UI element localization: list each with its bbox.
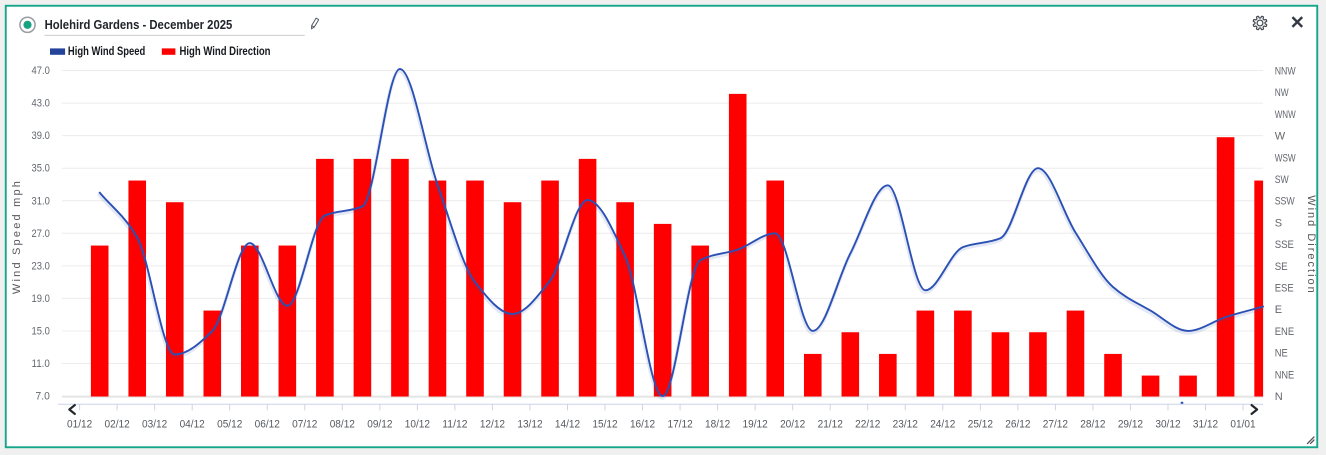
svg-text:7.0: 7.0 (36, 391, 50, 403)
svg-text:01/12: 01/12 (67, 419, 92, 431)
svg-text:19/12: 19/12 (743, 419, 768, 431)
svg-text:23.0: 23.0 (32, 260, 50, 272)
svg-text:WSW: WSW (1275, 152, 1296, 164)
svg-text:09/12: 09/12 (367, 419, 392, 431)
svg-text:39.0: 39.0 (32, 130, 50, 142)
svg-text:23/12: 23/12 (893, 419, 918, 431)
svg-text:SE: SE (1275, 261, 1288, 273)
svg-text:SSE: SSE (1275, 239, 1294, 251)
svg-text:S: S (1275, 217, 1282, 229)
svg-text:NNE: NNE (1275, 369, 1295, 381)
svg-text:NNW: NNW (1275, 65, 1296, 77)
svg-text:26/12: 26/12 (1005, 419, 1030, 431)
svg-text:SSW: SSW (1275, 196, 1295, 208)
svg-text:04/12: 04/12 (180, 419, 205, 431)
svg-text:WNW: WNW (1275, 109, 1296, 121)
svg-text:27.0: 27.0 (32, 228, 50, 240)
svg-text:10/12: 10/12 (405, 419, 430, 431)
svg-text:20/12: 20/12 (780, 419, 805, 431)
svg-text:Wind Speed mph: Wind Speed mph (11, 179, 23, 294)
svg-text:27/12: 27/12 (1043, 419, 1068, 431)
svg-text:43.0: 43.0 (32, 98, 50, 110)
svg-text:02/12: 02/12 (105, 419, 130, 431)
svg-text:21/12: 21/12 (818, 419, 843, 431)
svg-text:22/12: 22/12 (855, 419, 880, 431)
svg-text:Wind Direction: Wind Direction (1305, 195, 1317, 295)
svg-text:08/12: 08/12 (330, 419, 355, 431)
svg-text:W: W (1275, 131, 1286, 143)
svg-text:03/12: 03/12 (142, 419, 167, 431)
svg-text:High Wind Direction: High Wind Direction (180, 46, 271, 58)
svg-text:29/12: 29/12 (1118, 419, 1143, 431)
svg-text:31/12: 31/12 (1193, 419, 1218, 431)
svg-text:01/01: 01/01 (1230, 419, 1255, 431)
svg-text:07/12: 07/12 (292, 419, 317, 431)
svg-text:18/12: 18/12 (705, 419, 730, 431)
svg-text:14/12: 14/12 (555, 419, 580, 431)
svg-text:15/12: 15/12 (592, 419, 617, 431)
svg-text:NW: NW (1275, 87, 1289, 99)
svg-text:11/12: 11/12 (442, 419, 467, 431)
svg-text:24/12: 24/12 (930, 419, 955, 431)
svg-text:ESE: ESE (1275, 282, 1294, 294)
svg-text:30/12: 30/12 (1155, 419, 1180, 431)
svg-text:13/12: 13/12 (517, 419, 542, 431)
svg-text:16/12: 16/12 (630, 419, 655, 431)
svg-text:11.0: 11.0 (32, 358, 50, 370)
svg-text:25/12: 25/12 (968, 419, 993, 431)
svg-text:31.0: 31.0 (32, 195, 50, 207)
svg-text:15.0: 15.0 (32, 325, 50, 337)
svg-text:19.0: 19.0 (32, 293, 50, 305)
svg-text:05/12: 05/12 (217, 419, 242, 431)
svg-text:NE: NE (1275, 348, 1288, 360)
svg-text:35.0: 35.0 (32, 163, 50, 175)
svg-text:High Wind Speed: High Wind Speed (68, 46, 145, 58)
svg-text:17/12: 17/12 (667, 419, 692, 431)
svg-text:12/12: 12/12 (480, 419, 505, 431)
svg-text:E: E (1275, 304, 1282, 316)
svg-text:SW: SW (1275, 174, 1289, 186)
svg-text:06/12: 06/12 (255, 419, 280, 431)
svg-text:N: N (1275, 391, 1283, 403)
svg-text:ENE: ENE (1275, 326, 1295, 338)
svg-text:28/12: 28/12 (1080, 419, 1105, 431)
svg-text:47.0: 47.0 (32, 65, 50, 77)
svg-text:Holehird Gardens - December 20: Holehird Gardens - December 2025 (45, 17, 233, 32)
